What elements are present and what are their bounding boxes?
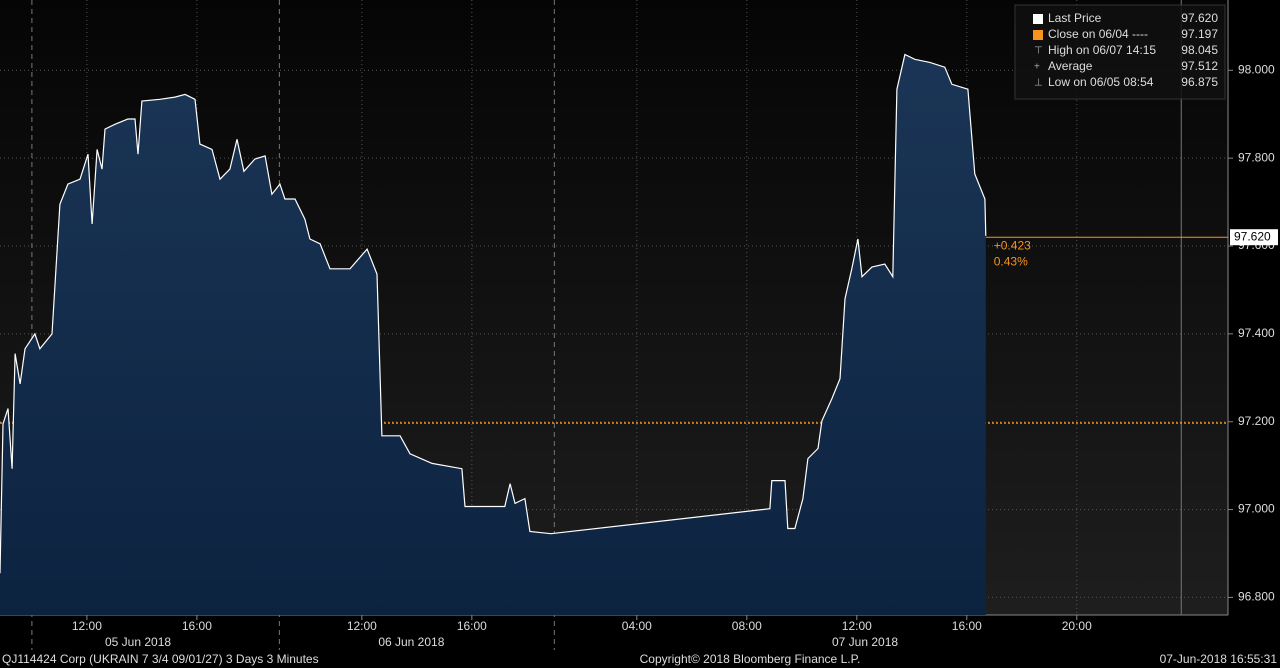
legend-icon: ⊤	[1034, 46, 1043, 57]
date-label: 05 Jun 2018	[105, 635, 171, 649]
legend-swatch	[1033, 30, 1043, 40]
legend-label: Average	[1048, 59, 1093, 73]
y-tick-label: 96.800	[1238, 590, 1275, 604]
legend-value: 96.875	[1181, 75, 1218, 89]
last-price-label: 97.620	[1234, 229, 1271, 243]
y-tick-label: 97.000	[1238, 502, 1275, 516]
x-tick-label: 16:00	[457, 619, 487, 633]
footer-right: 07-Jun-2018 16:55:31	[1160, 652, 1278, 666]
x-tick-label: 08:00	[732, 619, 762, 633]
legend-label: Close on 06/04 ----	[1048, 27, 1148, 41]
last-price-tag	[1230, 229, 1278, 246]
x-tick-label: 16:00	[182, 619, 212, 633]
x-tick-label: 12:00	[842, 619, 872, 633]
legend-value: 97.197	[1181, 27, 1218, 41]
x-tick-label: 20:00	[1062, 619, 1092, 633]
date-label: 07 Jun 2018	[832, 635, 898, 649]
legend: ⊤ + ⊥ Last Price 97.620 Close on 06/04 ---…	[1014, 4, 1226, 100]
footer-center: Copyright© 2018 Bloomberg Finance L.P.	[640, 652, 861, 666]
legend-label: Last Price	[1048, 11, 1102, 25]
x-tick-label: 12:00	[72, 619, 102, 633]
x-tick-label: 04:00	[622, 619, 652, 633]
y-tick-label: 97.800	[1238, 150, 1275, 164]
change-label: +0.423	[994, 238, 1031, 252]
y-tick-label: 97.200	[1238, 414, 1275, 428]
legend-value: 97.620	[1181, 11, 1218, 25]
y-tick-label: 97.400	[1238, 326, 1275, 340]
legend-value: 97.512	[1181, 59, 1218, 73]
y-tick-label: 98.000	[1238, 62, 1275, 76]
legend-value: 98.045	[1181, 43, 1218, 57]
legend-label: Low on 06/05 08:54	[1048, 75, 1154, 89]
legend-icon: +	[1034, 62, 1040, 73]
legend-icon: ⊥	[1034, 78, 1043, 89]
change-pct-label: 0.43%	[994, 254, 1028, 268]
legend-swatch	[1033, 14, 1043, 24]
legend-box	[1014, 4, 1226, 100]
legend-label: High on 06/07 14:15	[1048, 43, 1156, 57]
x-tick-label: 12:00	[347, 619, 377, 633]
area	[0, 54, 986, 615]
x-tick-label: 16:00	[952, 619, 982, 633]
footer-left: QJ114424 Corp (UKRAIN 7 3/4 09/01/27) 3 …	[2, 652, 319, 666]
price-line	[0, 53, 987, 574]
date-label: 06 Jun 2018	[378, 635, 444, 649]
